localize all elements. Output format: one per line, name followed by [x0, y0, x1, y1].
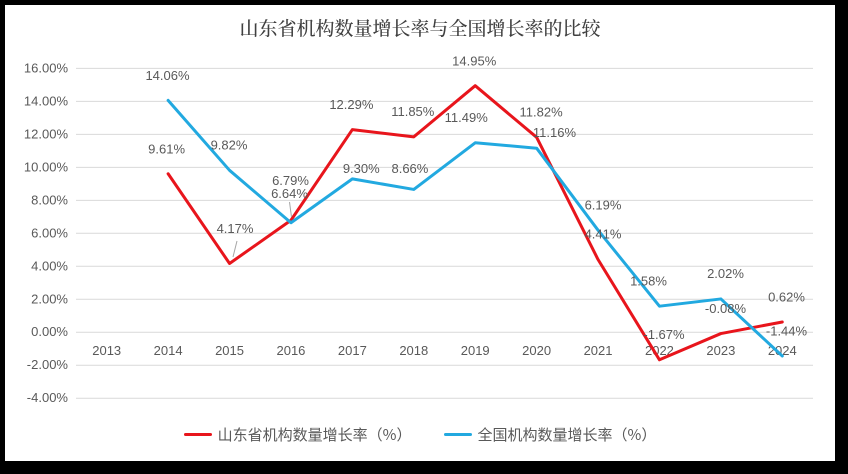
- svg-text:6.64%: 6.64%: [271, 186, 308, 201]
- svg-text:9.61%: 9.61%: [148, 141, 185, 156]
- svg-text:11.82%: 11.82%: [520, 104, 564, 119]
- svg-text:6.00%: 6.00%: [31, 225, 68, 240]
- svg-text:11.85%: 11.85%: [391, 104, 435, 119]
- svg-text:12.00%: 12.00%: [24, 126, 69, 141]
- svg-text:2016: 2016: [276, 343, 305, 358]
- svg-text:0.00%: 0.00%: [31, 324, 68, 339]
- svg-text:-4.00%: -4.00%: [27, 390, 69, 405]
- svg-text:-1.67%: -1.67%: [643, 327, 685, 342]
- svg-text:2023: 2023: [706, 343, 735, 358]
- svg-text:2.02%: 2.02%: [707, 266, 744, 281]
- svg-text:11.49%: 11.49%: [445, 110, 489, 125]
- svg-text:8.00%: 8.00%: [31, 192, 68, 207]
- svg-text:2015: 2015: [215, 343, 244, 358]
- svg-text:2018: 2018: [399, 343, 428, 358]
- svg-text:9.82%: 9.82%: [211, 138, 248, 153]
- svg-text:1.58%: 1.58%: [630, 274, 667, 289]
- svg-text:2013: 2013: [92, 343, 121, 358]
- svg-text:-0.08%: -0.08%: [705, 301, 747, 316]
- svg-text:0.62%: 0.62%: [768, 289, 805, 304]
- svg-text:8.66%: 8.66%: [391, 161, 428, 176]
- svg-text:11.16%: 11.16%: [533, 125, 577, 140]
- svg-text:14.06%: 14.06%: [145, 68, 190, 83]
- svg-text:4.00%: 4.00%: [31, 258, 68, 273]
- svg-text:6.19%: 6.19%: [585, 198, 622, 213]
- svg-text:-2.00%: -2.00%: [27, 357, 69, 372]
- svg-text:14.95%: 14.95%: [452, 54, 497, 69]
- svg-text:14.00%: 14.00%: [24, 93, 69, 108]
- svg-text:4.17%: 4.17%: [217, 221, 254, 236]
- svg-text:2017: 2017: [338, 343, 367, 358]
- svg-text:2.00%: 2.00%: [31, 291, 68, 306]
- svg-text:4.41%: 4.41%: [585, 227, 622, 242]
- svg-text:9.30%: 9.30%: [343, 161, 380, 176]
- svg-text:16.00%: 16.00%: [24, 60, 69, 75]
- svg-text:2020: 2020: [522, 343, 551, 358]
- svg-text:12.29%: 12.29%: [329, 97, 374, 112]
- svg-text:10.00%: 10.00%: [24, 159, 69, 174]
- svg-text:2021: 2021: [584, 343, 613, 358]
- svg-text:2019: 2019: [461, 343, 490, 358]
- svg-text:2014: 2014: [154, 343, 183, 358]
- svg-text:-1.44%: -1.44%: [766, 323, 808, 338]
